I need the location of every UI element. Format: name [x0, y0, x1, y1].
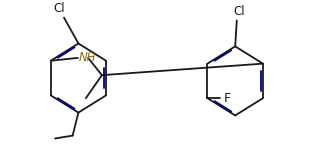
Text: NH: NH — [79, 51, 97, 64]
Text: Cl: Cl — [53, 2, 65, 15]
Text: Cl: Cl — [234, 5, 245, 18]
Text: F: F — [223, 92, 231, 105]
